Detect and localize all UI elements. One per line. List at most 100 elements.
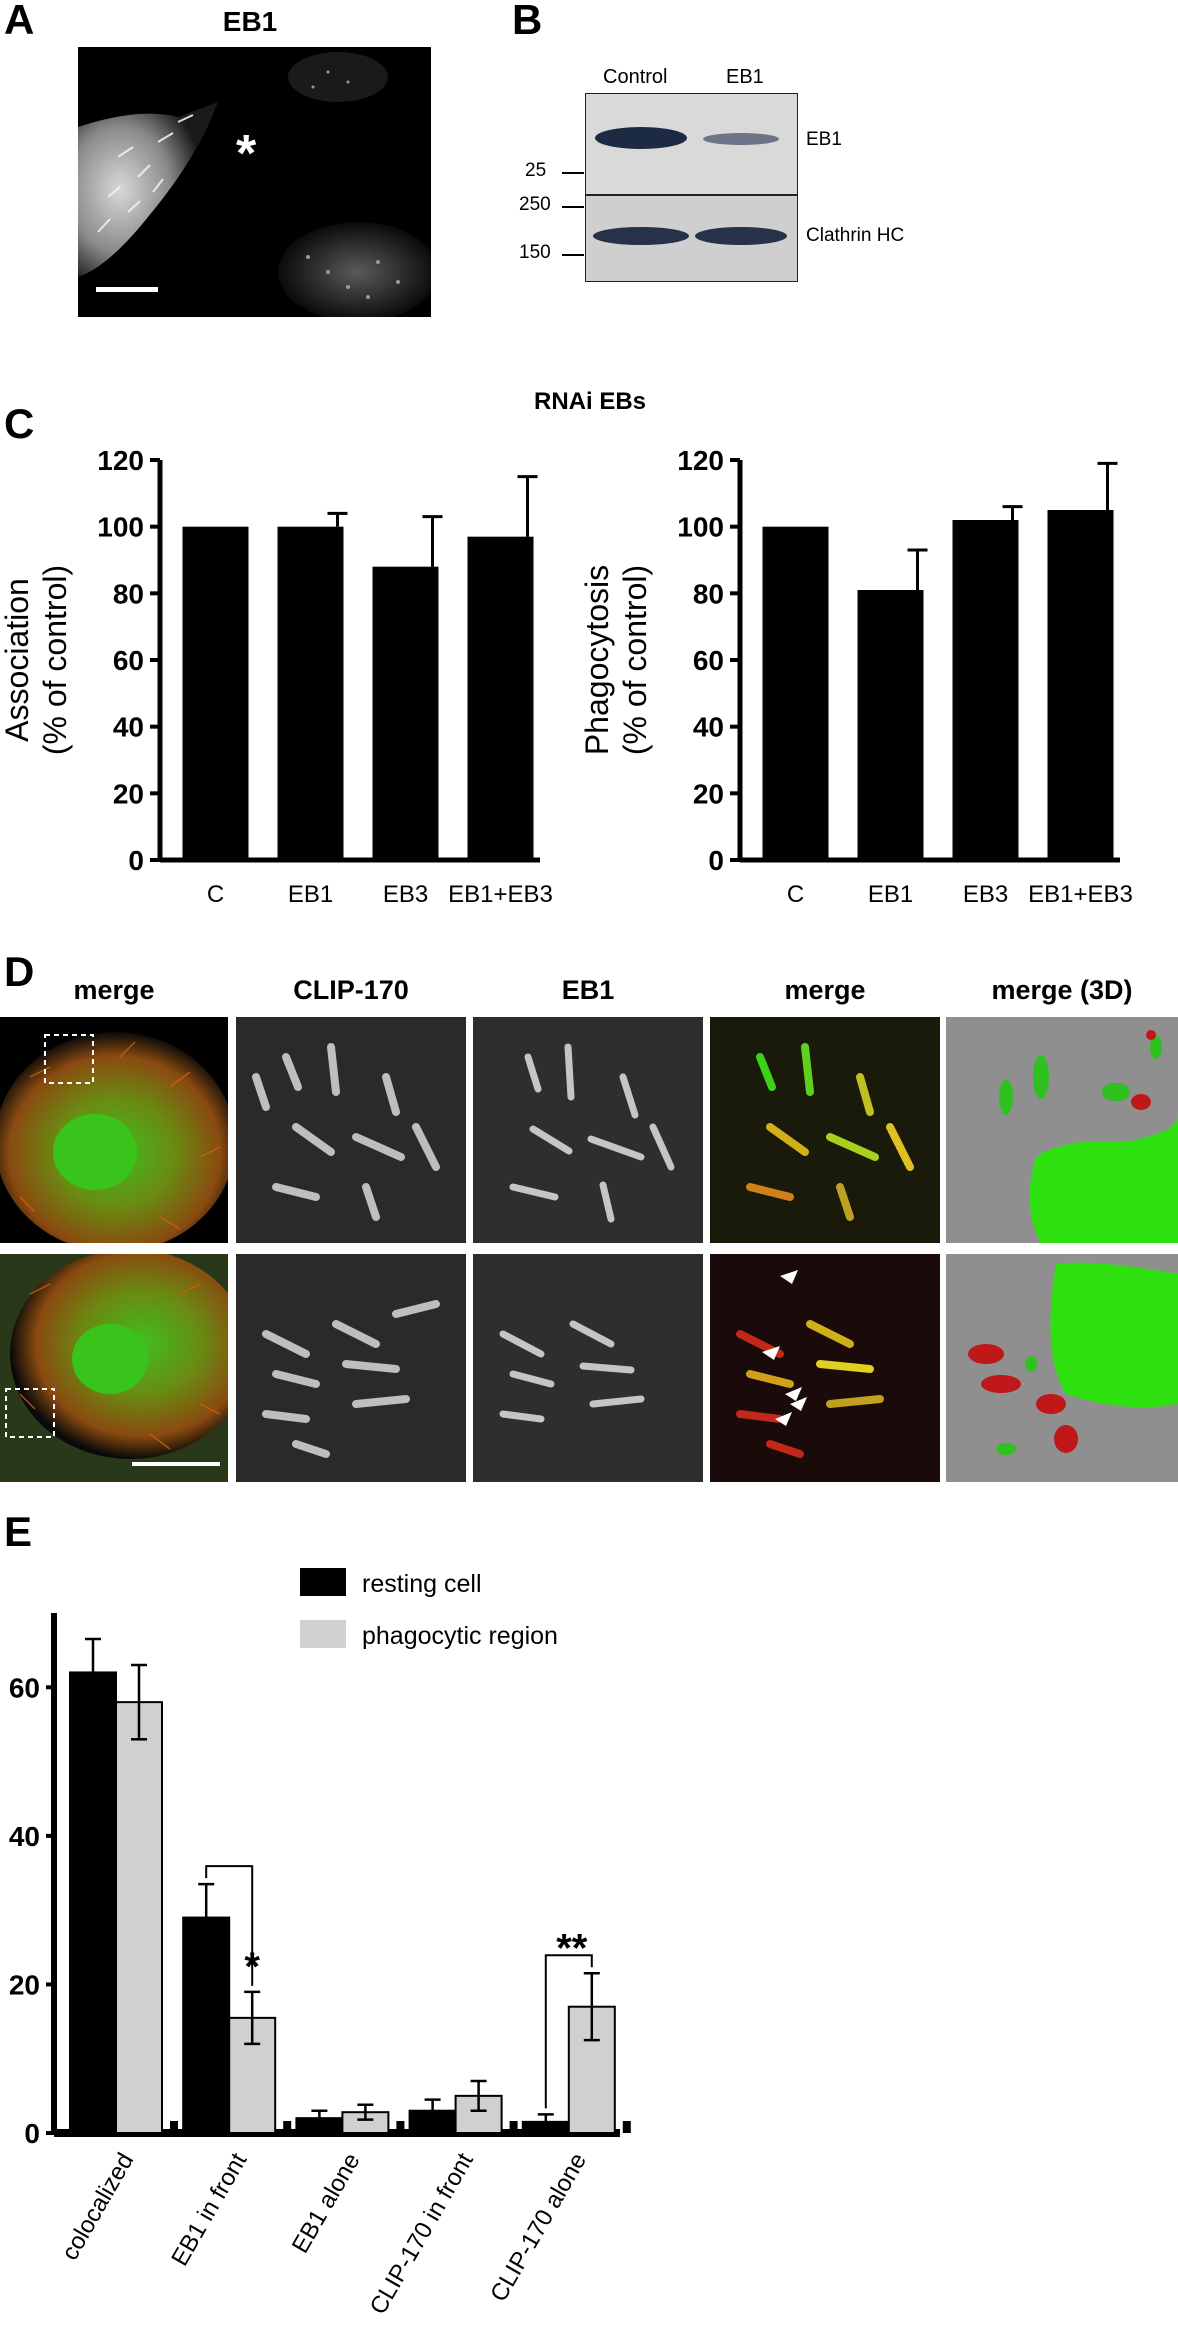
assoc-bar (277, 526, 344, 860)
panel-letter-a: A (4, 0, 35, 43)
chart-association: 0 20 40 60 80 100 120 C EB1 EB3 EB1+EB3 Association… (0, 445, 553, 908)
assoc-category-label: C (207, 881, 224, 908)
phago-bar (952, 520, 1019, 860)
clip170-row2-image (236, 1254, 466, 1482)
image-clip170-row2 (236, 1254, 466, 1482)
assoc-bar (182, 526, 249, 860)
assoc-bar (372, 566, 439, 860)
e-separator-tick (283, 2121, 292, 2133)
merge-row2-image (710, 1254, 940, 1482)
phago-ytick-label: 60 (693, 645, 724, 676)
image-merge-overview-row2 (0, 1254, 228, 1482)
panel-letter-e: E (4, 1508, 33, 1555)
band-label-clathrin: Clathrin HC (806, 225, 905, 246)
e-significance-bracket (205, 1865, 254, 1986)
e-legend-swatch (300, 1568, 346, 1596)
marker-25: 25 (525, 160, 547, 181)
phago-ylabel-line2: (% of control) (617, 565, 653, 755)
e-category-label: CLIP-170 in front (365, 2148, 479, 2319)
eb1-row1-image (473, 1017, 703, 1243)
phago-category-label: C (787, 881, 804, 908)
image-merge-row2 (710, 1254, 940, 1482)
phago-ylabel: Phagocytosis(% of control) (580, 565, 653, 755)
assoc-category-label: EB3 (383, 881, 428, 908)
assoc-ytick-label: 40 (113, 712, 144, 743)
e-bar-resting (69, 1671, 117, 2135)
phago-ytick-label: 0 (708, 845, 724, 876)
phago-bar (857, 590, 924, 860)
panel-letter-d: D (4, 948, 35, 995)
merge-overview-row2-image (0, 1254, 228, 1482)
e-significance-mark: ** (556, 1926, 588, 1970)
assoc-ytick-label: 120 (97, 445, 144, 476)
panel-letter-c: C (4, 400, 35, 447)
panel-a-title: EB1 (222, 6, 278, 37)
e-category-label: EB1 in front (166, 2148, 252, 2270)
assoc-ytick-label: 100 (97, 512, 144, 543)
assoc-ylabel-line2: (% of control) (37, 565, 73, 755)
assoc-bar (467, 536, 534, 860)
arrowheads (762, 1270, 807, 1426)
chart-phagocytosis: 0 20 40 60 80 100 120 C EB1 EB3 EB1+EB3 Phagocytosi… (580, 445, 1133, 908)
phago-ytick-label: 40 (693, 712, 724, 743)
eb1-row2-image (473, 1254, 703, 1482)
blot-eb1-bands (595, 127, 779, 149)
scale-bar-2 (132, 1462, 220, 1466)
column-header-eb1: EB1 (561, 975, 615, 1005)
e-bar-phagocytic (115, 1701, 163, 2134)
column-header-merge-3d: merge (3D) (991, 975, 1133, 1005)
inset-box-2 (5, 1388, 55, 1438)
assoc-ylabel: Association(% of control) (0, 565, 73, 755)
merge-overview-row1-image (0, 1032, 228, 1243)
phago-ytick-label: 80 (693, 578, 724, 609)
phago-ytick-label: 20 (693, 778, 724, 809)
e-significance-bracket (544, 1954, 593, 2109)
inset-box (44, 1034, 94, 1084)
image-merge-overview-row1 (0, 1017, 228, 1243)
lane-label-control: Control (603, 66, 668, 88)
merge-row1-image (710, 1017, 940, 1243)
column-header-merge-2: merge (784, 975, 866, 1005)
e-ytick-label: 20 (9, 1969, 40, 2000)
phago-bar (1047, 510, 1114, 860)
e-category-label: CLIP-170 alone (485, 2149, 592, 2307)
phago-ytick-label: 120 (677, 445, 724, 476)
blot-clathrin-bands (593, 227, 787, 245)
image-merge-3d-row2 (946, 1254, 1178, 1482)
e-legend-swatch (300, 1620, 346, 1648)
phago-category-label: EB1 (868, 881, 913, 908)
eb1-micrograph-image (78, 52, 431, 317)
marker-150: 150 (519, 242, 551, 263)
e-legend-label: resting cell (362, 1570, 482, 1598)
e-bar-resting (182, 1916, 231, 2135)
chart-c-title: RNAi EBs (533, 388, 647, 415)
phago-bar (762, 526, 829, 860)
merge-3d-row2-image (946, 1254, 1178, 1482)
image-merge-row1 (710, 1017, 940, 1243)
phago-ylabel-line1: Phagocytosis (580, 565, 615, 755)
panel-letter-b: B (512, 0, 543, 43)
column-header-merge: merge (73, 975, 155, 1005)
e-separator-tick (170, 2121, 178, 2133)
e-ytick-label: 0 (24, 2118, 40, 2149)
e-significance-mark: * (244, 1945, 260, 1989)
e-separator-tick (622, 2121, 631, 2133)
asterisk-marker: * (236, 125, 257, 183)
merge-3d-row1-image (946, 1017, 1178, 1243)
phago-ytick-label: 100 (677, 512, 724, 543)
e-category-label: EB1 alone (287, 2149, 366, 2258)
image-eb1-row1 (473, 1017, 703, 1243)
eb1-micrograph (78, 47, 431, 317)
phago-category-label: EB3 (963, 881, 1008, 908)
marker-ticks (562, 172, 584, 256)
lane-label-eb1: EB1 (726, 66, 764, 88)
assoc-ytick-label: 0 (128, 845, 144, 876)
image-eb1-row2 (473, 1254, 703, 1482)
image-clip170-row1 (236, 1017, 466, 1243)
e-category-label: colocalized (56, 2149, 139, 2265)
marker-250: 250 (519, 194, 551, 215)
assoc-ytick-label: 60 (113, 645, 144, 676)
image-merge-3d-row1 (946, 1017, 1178, 1243)
e-ytick-label: 40 (9, 1821, 40, 1852)
assoc-ytick-label: 20 (113, 778, 144, 809)
